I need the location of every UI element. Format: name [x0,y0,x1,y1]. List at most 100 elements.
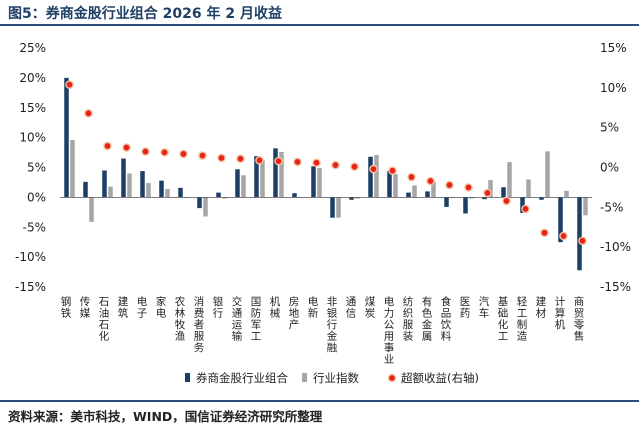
chart-area: 25% 20% 15% 10% 5% 0% -5% -10% -15% 15% 10% 5% 0% -5… [15,41,631,385]
index-bar [222,197,227,199]
category-label: 煤炭 [364,295,376,319]
index-bar [469,197,474,199]
portfolio-bar [197,197,202,209]
legend-index-swatch [302,373,307,382]
left-tick-label: 20% [19,71,46,85]
index-bar [545,151,550,198]
portfolio-bar [425,191,430,198]
category-label: 国防军工 [250,296,262,342]
portfolio-bar [387,171,392,198]
excess-marker [388,166,397,175]
portfolio-bar [292,193,297,198]
bar-series [64,77,588,271]
category-label: 机械 [269,295,281,319]
category-label: 传媒 [79,296,91,319]
figure-title: 图5：券商金股行业组合 2026 年 2 月收益 [8,6,282,22]
index-bar [336,197,341,218]
category-label: 银行 [212,295,224,319]
index-bar [260,160,265,198]
category-label: 农林牧渔 [174,295,186,342]
left-tick-label: 15% [19,101,46,115]
portfolio-bar [121,158,126,198]
excess-marker [483,188,492,198]
portfolio-bar [159,180,164,198]
index-bar [355,197,360,199]
excess-marker [559,231,568,241]
category-label: 建材 [535,295,547,319]
right-axis: 15% 10% 5% 0% -5% -10% -15% [600,41,631,294]
excess-marker [502,196,511,206]
index-bar [317,168,322,198]
excess-marker [236,154,245,164]
category-label: 钢铁 [60,295,72,319]
category-label: 汽车 [478,295,490,319]
portfolio-bar [444,197,449,207]
excess-marker [255,156,264,165]
excess-marker [274,156,283,166]
portfolio-bar [311,166,316,198]
right-tick-label: 10% [600,81,627,95]
index-bar [70,140,75,198]
index-bar [108,186,113,198]
index-bar [146,183,151,198]
index-bar [241,175,246,198]
portfolio-bar [577,197,582,271]
index-bar [412,185,417,198]
left-tick-label: 5% [27,161,46,175]
excess-marker [407,172,416,182]
excess-marker [141,147,150,156]
index-bar [431,181,436,198]
left-axis: 25% 20% 15% 10% 5% 0% -5% -10% -15% [15,41,46,294]
portfolio-bar [102,170,107,198]
excess-marker [521,204,530,214]
excess-marker [198,151,207,160]
category-label: 有色金属 [421,295,433,342]
excess-marker [160,148,169,157]
portfolio-bar [539,197,544,200]
portfolio-bar [558,197,563,243]
portfolio-bar [482,197,487,200]
excess-marker [464,183,473,192]
category-label: 纺织服装 [402,295,414,342]
excess-marker [293,157,302,167]
excess-marker [578,236,587,246]
portfolio-bar [254,156,259,198]
right-tick-label: -15% [600,280,631,294]
category-label: 电力公用事业 [383,295,395,365]
category-label: 通信 [345,296,357,319]
right-tick-label: 0% [600,161,619,175]
index-bar [564,190,569,198]
excess-marker [179,149,188,159]
index-bar [393,174,398,198]
index-bar [127,173,132,198]
category-label: 石油石化 [98,296,110,342]
left-tick-label: -10% [15,250,46,264]
legend-portfolio-label: 券商金股行业组合 [196,371,288,385]
category-label: 房地产 [288,295,300,330]
source-note: 资料来源：美市科技，WIND，国信证券经济研究所整理 [8,409,323,424]
legend: 券商金股行业组合 行业指数 超额收益(右轴) [185,371,479,385]
portfolio-bar [140,171,145,198]
excess-marker [331,160,340,170]
index-bar [507,162,512,198]
right-tick-label: 15% [600,41,627,55]
excess-marker [350,162,359,172]
excess-marker [312,158,321,168]
excess-marker-series [65,80,587,246]
title-rule [0,24,639,26]
index-bar [165,189,170,198]
category-label: 计算机 [554,295,566,330]
portfolio-bar [406,192,411,198]
portfolio-bar [501,187,506,198]
portfolio-bar [178,187,183,198]
excess-marker [84,109,93,118]
left-tick-label: -15% [15,280,46,294]
category-label: 轻工制造 [516,295,528,342]
portfolio-bar [368,156,373,198]
category-label: 食品饮料 [440,295,452,342]
portfolio-bar [520,197,525,213]
excess-marker [540,228,549,238]
category-label: 消费者服务 [193,295,205,353]
portfolio-bar [273,148,278,198]
index-bar [279,151,284,198]
